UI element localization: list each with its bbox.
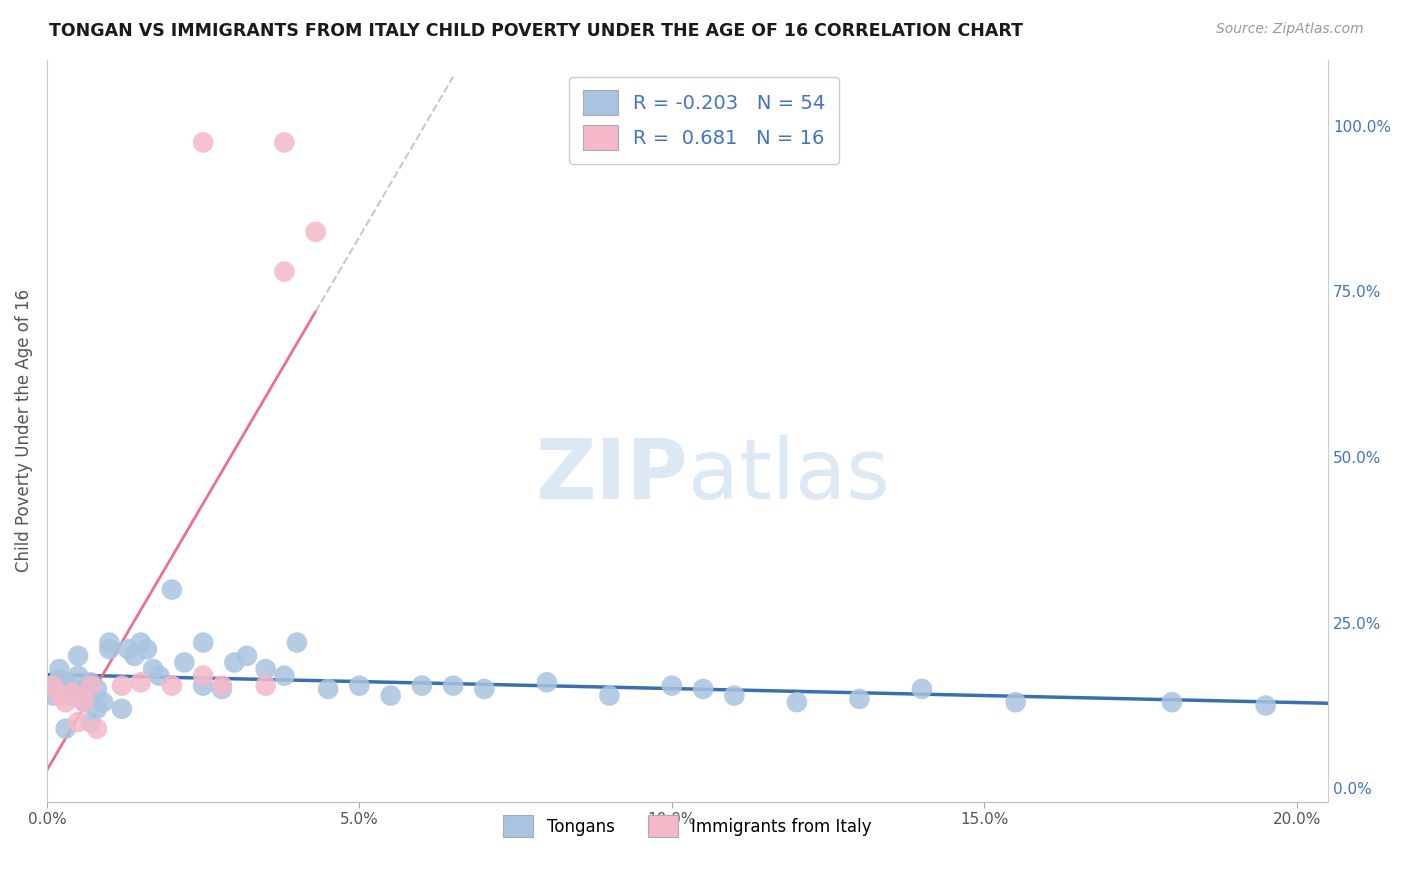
Point (86, 722, 108, 736)
Point (98, 642, 121, 657)
Point (848, 692, 870, 706)
Point (254, 662, 277, 676)
Point (160, 582, 183, 597)
Point (316, 681, 339, 696)
Point (211, 681, 233, 696)
Point (86, 702, 108, 716)
Point (380, 689, 402, 703)
Point (79, 679, 101, 693)
Point (91, 695, 114, 709)
Point (98, 635, 121, 649)
Text: TONGAN VS IMMIGRANTS FROM ITALY CHILD POVERTY UNDER THE AGE OF 16 CORRELATION CH: TONGAN VS IMMIGRANTS FROM ITALY CHILD PO… (49, 22, 1024, 40)
Point (67, 648, 90, 663)
Point (86, 681, 108, 696)
Point (111, 679, 134, 693)
Point (48, 672, 70, 686)
Point (474, 681, 496, 696)
Point (60, 689, 83, 703)
Point (42, 689, 65, 703)
Point (160, 679, 183, 693)
Point (411, 679, 433, 693)
Point (273, 669, 295, 683)
Point (79, 689, 101, 703)
Point (55, 695, 77, 709)
Point (786, 695, 808, 709)
Point (441, 679, 464, 693)
Point (55, 681, 77, 696)
Point (536, 675, 558, 690)
Point (124, 648, 146, 663)
Point (211, 679, 233, 693)
Point (73, 681, 96, 696)
Legend: Tongans, Immigrants from Italy: Tongans, Immigrants from Italy (495, 807, 880, 846)
Point (73, 695, 96, 709)
Point (191, 136, 214, 150)
Point (191, 635, 214, 649)
Point (67, 669, 90, 683)
Point (1004, 695, 1026, 709)
Point (173, 656, 195, 670)
Point (598, 689, 620, 703)
Point (129, 635, 152, 649)
Point (349, 679, 371, 693)
Point (60, 685, 83, 699)
Point (911, 681, 934, 696)
Point (273, 136, 295, 150)
Point (723, 689, 745, 703)
Point (79, 675, 101, 690)
Point (73, 695, 96, 709)
Point (117, 642, 139, 657)
Point (55, 722, 77, 736)
Point (129, 675, 152, 690)
Point (254, 679, 277, 693)
Point (304, 225, 326, 239)
Point (48, 689, 70, 703)
Point (42, 679, 65, 693)
Text: ZIP: ZIP (536, 434, 688, 516)
Text: atlas: atlas (688, 434, 889, 516)
Point (236, 648, 259, 663)
Point (142, 662, 165, 676)
Point (661, 679, 683, 693)
Point (48, 662, 70, 676)
Point (135, 642, 157, 657)
Y-axis label: Child Poverty Under the Age of 16: Child Poverty Under the Age of 16 (15, 289, 32, 572)
Point (692, 681, 714, 696)
Text: Source: ZipAtlas.com: Source: ZipAtlas.com (1216, 22, 1364, 37)
Point (1254, 698, 1277, 713)
Point (273, 264, 295, 278)
Point (148, 669, 170, 683)
Point (79, 715, 101, 730)
Point (67, 715, 90, 730)
Point (55, 675, 77, 690)
Point (285, 635, 308, 649)
Point (1160, 695, 1182, 709)
Point (111, 702, 134, 716)
Point (191, 679, 214, 693)
Point (42, 679, 65, 693)
Point (224, 656, 246, 670)
Point (191, 669, 214, 683)
